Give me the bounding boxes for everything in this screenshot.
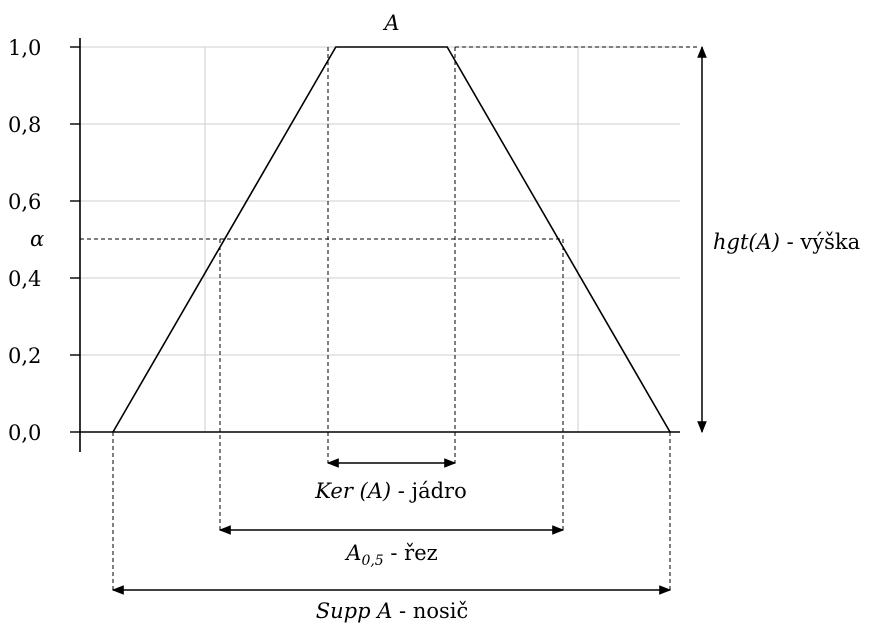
- y-tick-label: 0,4: [8, 267, 41, 291]
- membership-function-line: [112, 46, 671, 433]
- y-tick-label: 0,2: [8, 344, 41, 368]
- kernel-word-text: - jádro: [391, 479, 467, 503]
- y-tick-label: 0,0: [8, 421, 41, 445]
- cut-sub-text: 0,5: [361, 553, 383, 569]
- dashed-guides: [80, 46, 700, 590]
- y-ticks: [70, 46, 80, 433]
- cut-base-text: A: [344, 541, 361, 565]
- y-tick-label: 1,0: [8, 36, 41, 60]
- support-fn-text: Supp A: [316, 599, 393, 623]
- kernel-fn-text: Ker (A): [314, 479, 391, 503]
- height-label: hgt(A) - výška: [713, 230, 860, 254]
- support-label: Supp A - nosič: [316, 599, 469, 623]
- height-word-text: - výška: [780, 230, 860, 254]
- height-fn-text: hgt(A): [713, 230, 780, 254]
- cut-word-text: - řez: [384, 541, 438, 565]
- grid: [80, 46, 680, 432]
- support-word-text: - nosič: [392, 599, 468, 623]
- cut-label: A0,5 - řez: [344, 541, 437, 569]
- kernel-label: Ker (A) - jádro: [314, 479, 466, 503]
- set-name-label: A: [382, 11, 399, 35]
- alpha-label: α: [30, 227, 44, 251]
- y-tick-label: 0,8: [8, 113, 41, 137]
- y-tick-label: 0,6: [8, 190, 41, 214]
